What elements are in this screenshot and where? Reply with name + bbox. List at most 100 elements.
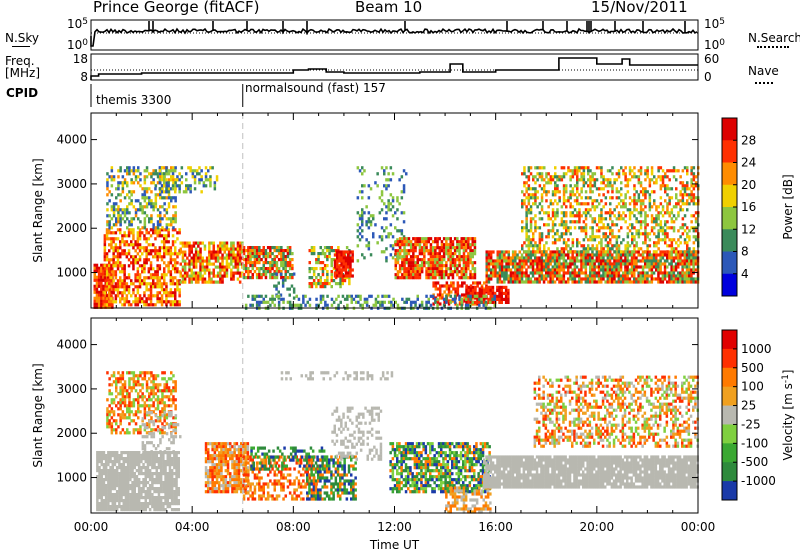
power-cell [677,262,680,266]
power-cell [657,169,660,173]
power-cell [573,199,577,203]
power-cell [491,294,495,298]
power-cell [677,280,680,284]
power-cell [317,252,320,256]
power-cell [464,270,468,274]
power-cell [145,246,148,250]
power-cell [150,202,153,206]
power-cell [112,246,115,250]
power-cell [167,264,170,268]
power-cell [365,238,368,242]
power-cell [646,274,649,278]
power-cell [575,253,579,257]
power-cell [525,223,528,227]
power-cell [154,226,158,230]
power-cell [442,255,446,259]
power-cell [326,249,329,253]
power-cell [597,265,601,269]
power-cell [223,265,226,269]
power-cell [286,252,290,256]
power-cell [487,277,491,281]
power-cell [584,262,588,266]
power-cell [663,277,667,281]
power-cell [205,259,209,263]
power-cell [531,271,535,275]
power-cell [482,288,486,292]
power-cell [562,271,566,275]
power-cell [171,282,175,286]
power-cell [100,296,103,300]
power-cell [208,277,211,281]
power-cell [473,267,477,271]
power-cell [611,256,614,260]
power-cell [514,262,517,266]
velocity-cell [102,466,106,470]
power-cell [319,294,323,298]
power-cell [286,255,290,259]
power-cell [234,265,237,269]
power-cell [117,205,120,209]
power-cell [241,250,244,254]
power-cell [547,259,550,263]
power-cell [192,274,196,278]
power-cell [171,267,175,271]
power-cell [576,175,579,179]
power-cell [602,259,605,263]
power-cell [620,193,623,197]
power-cell [127,291,131,295]
power-cell [633,187,636,191]
power-cell [321,249,325,253]
power-cell [414,267,417,271]
power-cell [595,253,599,257]
power-cell [210,262,213,266]
power-cell [562,253,566,257]
power-cell [657,241,660,245]
power-cell [204,175,208,179]
power-cell [487,250,491,254]
power-cell [152,267,155,271]
power-cell [474,291,477,295]
power-cell [275,287,278,291]
power-cell [156,267,159,271]
power-cell [136,246,140,250]
power-cell [165,187,168,191]
power-cell [692,259,695,263]
velocity-cell [109,466,112,470]
power-cell [657,205,660,209]
power-cell [525,262,528,266]
power-cell [141,264,144,268]
power-cell [450,281,453,285]
power-cell [597,256,601,260]
power-cell [613,268,616,272]
power-cell [163,261,166,265]
power-cell [637,277,640,281]
power-cell [450,284,453,288]
power-cell [619,256,623,260]
power-cell [121,279,124,283]
power-cell [674,277,678,281]
power-cell [554,199,557,203]
nave-label: Nave [748,64,779,78]
power-cell [462,240,466,244]
power-cell [136,270,140,274]
power-cell [176,300,179,304]
power-cell [514,277,517,281]
power-cell [347,265,350,269]
power-cell [282,249,285,253]
power-cell [624,178,627,182]
power-cell [521,229,524,233]
power-cell [258,267,261,271]
power-cell [407,243,411,247]
power-cell [628,262,632,266]
power-cell [161,205,164,209]
power-cell [258,294,261,298]
power-cell [602,247,605,251]
power-cell [409,267,413,271]
power-cell [105,267,109,271]
power-cell [593,184,597,188]
power-cell [655,208,658,212]
power-cell [312,252,316,256]
power-cell [683,193,687,197]
power-cell [473,240,477,244]
